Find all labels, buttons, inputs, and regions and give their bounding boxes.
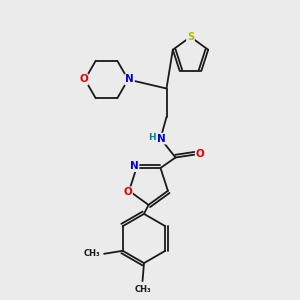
Text: N: N — [157, 134, 166, 144]
Text: H: H — [148, 133, 156, 142]
Text: N: N — [125, 74, 134, 85]
Text: O: O — [123, 187, 132, 197]
Text: N: N — [130, 161, 139, 171]
Text: CH₃: CH₃ — [134, 285, 151, 294]
Text: CH₃: CH₃ — [84, 249, 101, 258]
Text: O: O — [79, 74, 88, 85]
Text: S: S — [187, 32, 194, 42]
Text: O: O — [196, 149, 205, 159]
